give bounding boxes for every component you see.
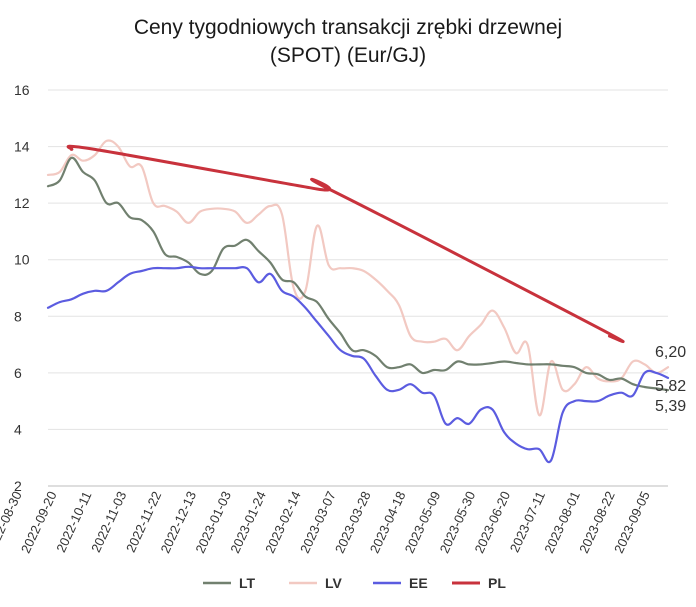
x-tick-label: 2022-11-03: [88, 489, 129, 555]
series-line-lv: [46, 139, 670, 417]
legend-label-lv: LV: [325, 575, 343, 591]
x-tick-label: 2023-08-01: [541, 489, 583, 556]
x-tick-label: 2023-04-18: [367, 489, 409, 556]
end-label-ee: 5,82: [655, 378, 686, 395]
y-tick-label: 16: [14, 82, 30, 98]
x-tick-label: 2022-09-20: [18, 489, 60, 556]
y-tick-label: 6: [14, 365, 22, 381]
chart-title-line: (SPOT) (Eur/GJ): [270, 44, 426, 67]
legend-label-pl: PL: [488, 575, 506, 591]
series-line-lt: [46, 156, 670, 392]
legend-label-ee: EE: [409, 575, 428, 591]
x-tick-label: 2023-05-30: [437, 489, 479, 556]
x-tick-label: 2023-07-11: [507, 489, 548, 555]
series-line-ee: [46, 265, 670, 464]
y-tick-label: 4: [14, 421, 22, 437]
x-tick-label: 2023-01-03: [192, 489, 234, 556]
y-tick-label: 2: [14, 478, 22, 494]
y-tick-label: 8: [14, 308, 22, 324]
x-tick-label: 2023-03-28: [332, 489, 374, 556]
y-tick-label: 14: [14, 139, 30, 155]
series-line-pl: [66, 144, 625, 344]
x-tick-label: 2023-02-14: [262, 489, 304, 556]
x-tick-label: 2022-11-22: [123, 489, 164, 555]
chart-title-line: Ceny tygodniowych transakcji zrębki drze…: [134, 16, 562, 39]
end-label-lv: 6,20: [655, 344, 686, 361]
x-tick-label: 2023-09-05: [611, 489, 653, 556]
y-tick-label: 10: [14, 252, 30, 268]
x-tick-label: 2022-10-11: [53, 489, 94, 555]
y-tick-label: 12: [14, 195, 30, 211]
x-tick-label: 2023-03-07: [297, 489, 339, 556]
end-label-lt: 5,39: [655, 398, 686, 415]
x-tick-label: 2023-05-09: [402, 489, 444, 556]
x-tick-label: 2023-08-22: [576, 489, 618, 556]
legend-label-lt: LT: [239, 575, 256, 591]
x-tick-label: 2022-12-13: [157, 489, 199, 556]
x-tick-label: 2023-06-20: [471, 489, 513, 556]
x-tick-label: 2023-01-24: [227, 489, 269, 556]
